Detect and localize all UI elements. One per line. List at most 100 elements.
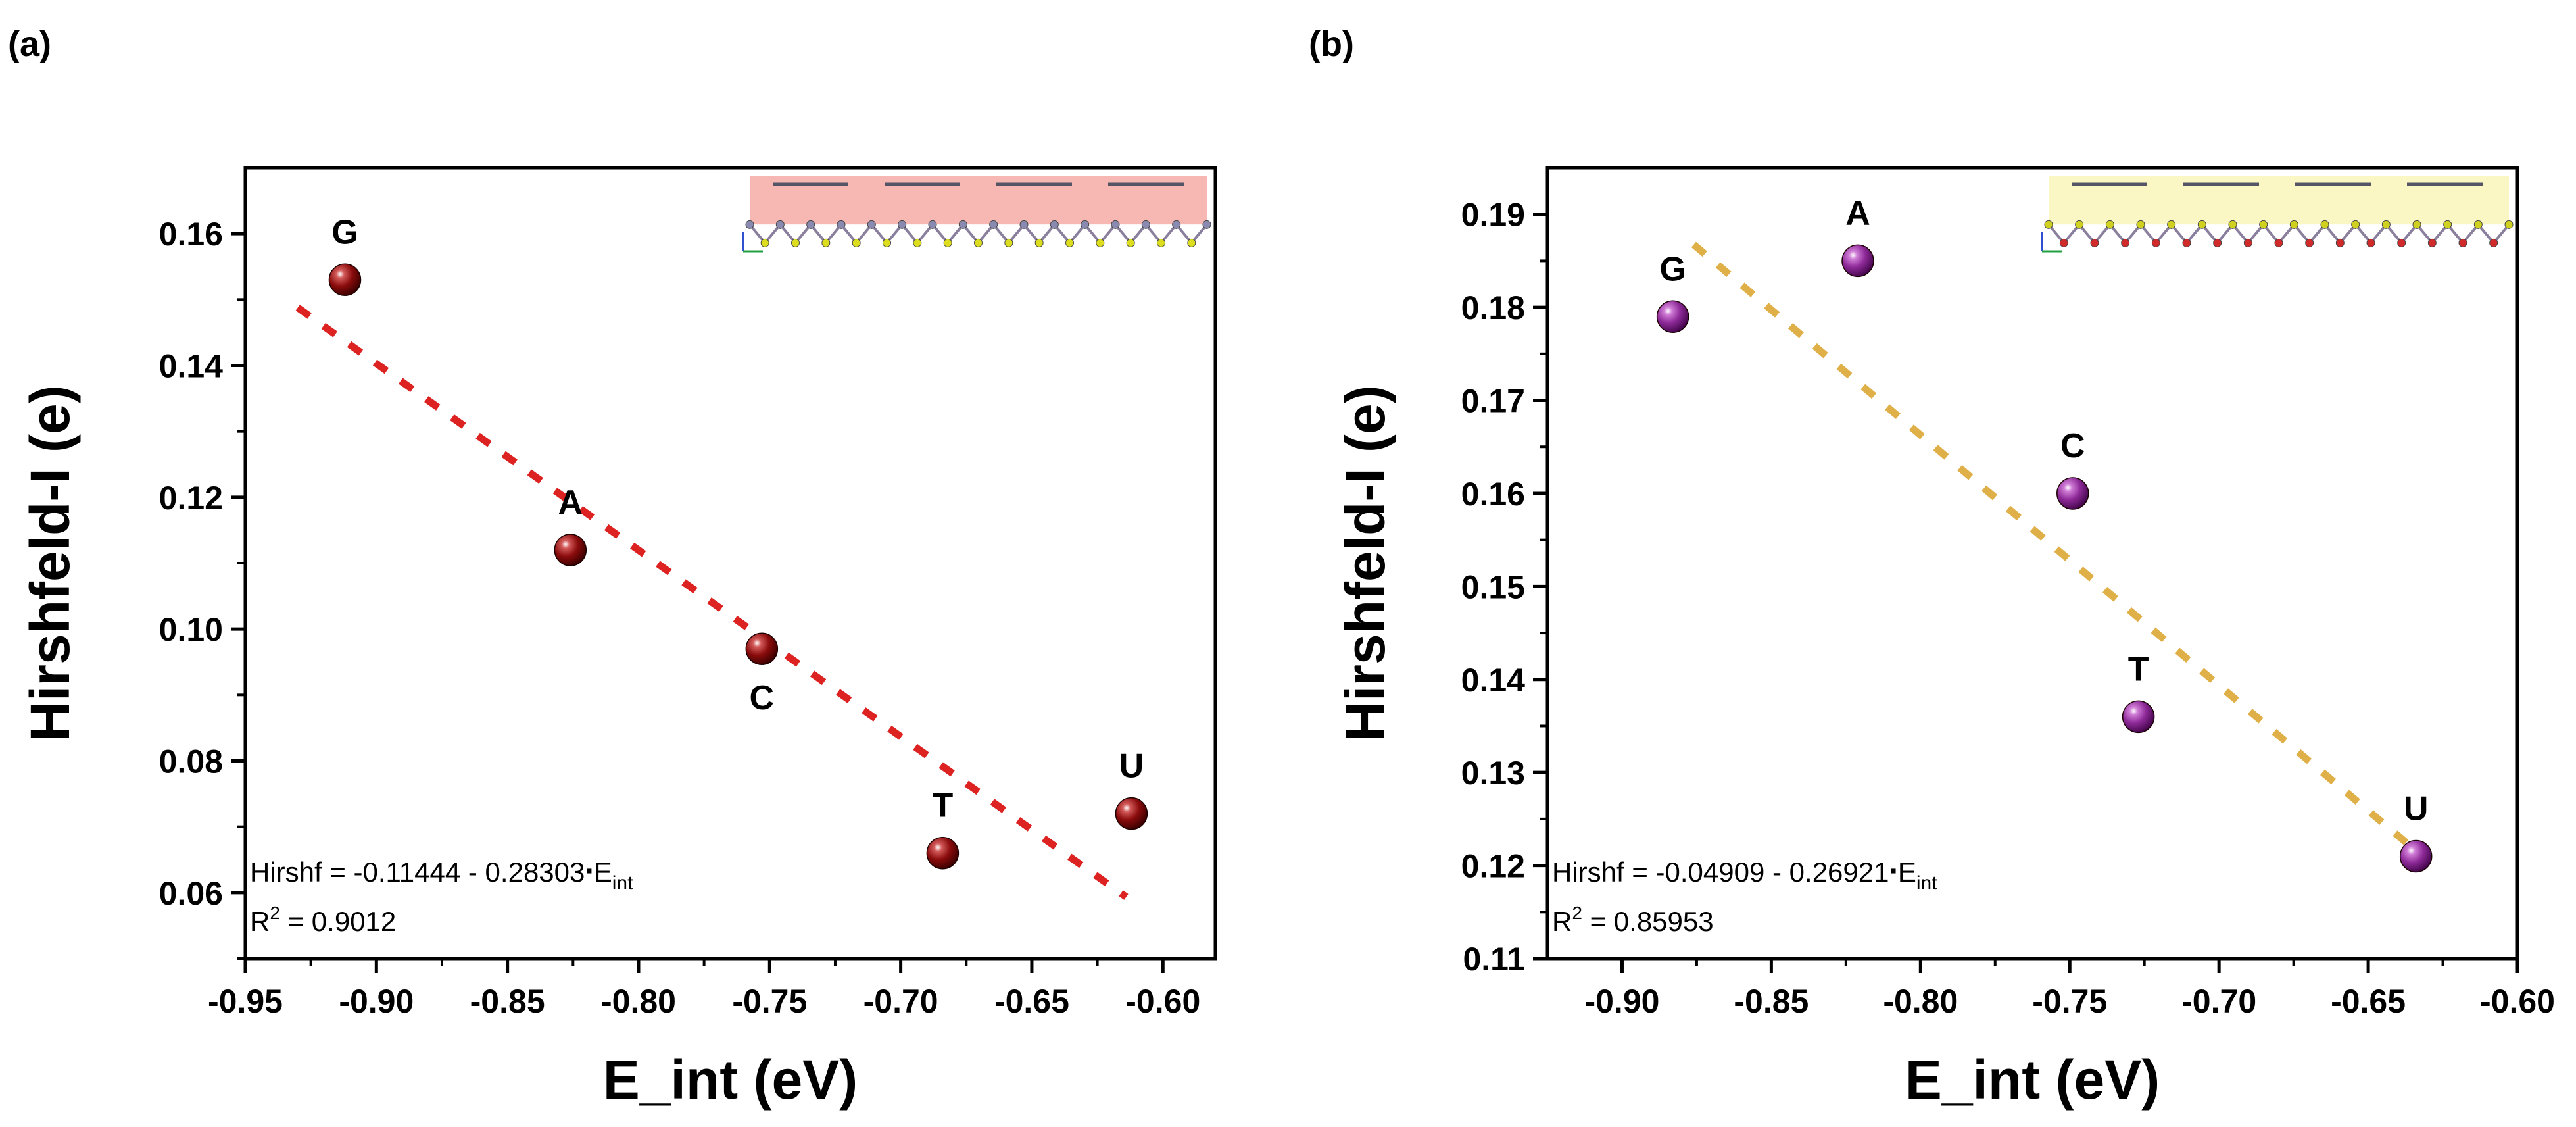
equation-var: E — [1898, 857, 1916, 888]
inset-atom — [2397, 238, 2406, 247]
inset-atom — [745, 220, 754, 229]
inset-atom — [2473, 220, 2483, 229]
y-tick-label: 0.06 — [159, 875, 223, 912]
data-point — [2056, 477, 2089, 510]
x-tick-label: -0.60 — [2480, 983, 2555, 1020]
inset-atom — [2412, 220, 2421, 229]
inset-atom — [2504, 220, 2514, 229]
inset-atom — [1157, 238, 1165, 247]
y-tick-label: 0.16 — [1461, 476, 1525, 513]
fit-equation: Hirshf = -0.04909 - 0.26921∙Eint — [1552, 854, 1937, 894]
inset-atom — [974, 238, 983, 247]
equation-text: Hirshf = -0.04909 - 0.26921 — [1552, 857, 1889, 888]
inset-atom — [837, 220, 846, 229]
y-tick-label: 0.16 — [159, 216, 223, 253]
y-tick-label: 0.10 — [159, 611, 223, 648]
inset-atom — [2182, 238, 2191, 247]
point-label: A — [558, 484, 583, 522]
data-point — [1841, 244, 1874, 278]
inset-atom — [2443, 220, 2452, 229]
inset-atom — [1172, 220, 1181, 229]
x-axis-title: E_int (eV) — [1905, 1049, 2160, 1111]
inset-atom — [2259, 220, 2268, 229]
r-squared: R2 = 0.9012 — [250, 903, 396, 937]
data-point — [745, 632, 779, 665]
y-tick-label: 0.08 — [159, 743, 223, 780]
point-label: U — [1119, 747, 1144, 786]
y-tick-label: 0.14 — [159, 348, 224, 385]
panel-a: (a) -0.95 -0.90 -0.85 -0.80 -0.75 -0.70 -0.65 -0… — [8, 24, 1217, 1111]
point-label: T — [2128, 650, 2149, 688]
inset-atom — [2075, 220, 2084, 229]
data-point — [1656, 300, 1689, 334]
inset-atom — [1081, 220, 1090, 229]
x-tick-label: -0.75 — [2032, 983, 2107, 1020]
inset-atom — [806, 220, 815, 229]
x-tick-label: -0.90 — [1584, 983, 1659, 1020]
inset-atom — [2243, 238, 2252, 247]
inset-atom — [2366, 238, 2375, 247]
y-tick-label: 0.19 — [1461, 197, 1525, 234]
inset-atom — [2274, 238, 2283, 247]
inset-atom — [1141, 220, 1150, 229]
equation-var: E — [594, 857, 612, 888]
y-axis-title: Hirshfeld-I (e) — [1334, 385, 1396, 741]
inset-atom — [1034, 238, 1044, 247]
panel-b: (b) -0.90 -0.85 -0.80 -0.75 -0.70 -0.65 -0.60 0.… — [1309, 24, 2555, 1111]
data-point — [554, 534, 587, 566]
equation-text: Hirshf = -0.11444 - 0.28303 — [250, 857, 585, 888]
inset-atom — [2289, 220, 2298, 229]
inset-atom — [898, 220, 907, 229]
y-tick-label: 0.18 — [1461, 289, 1525, 326]
inset-atom — [1065, 238, 1074, 247]
inset-atom — [2427, 238, 2437, 247]
point-label: U — [2404, 789, 2429, 828]
x-axis-title: E_int (eV) — [603, 1049, 858, 1111]
y-tick-label: 0.12 — [1461, 848, 1525, 885]
inset-atom — [1126, 238, 1135, 247]
inset-atom — [1202, 220, 1211, 229]
inset-atom — [2151, 238, 2160, 247]
inset-atom — [2090, 238, 2099, 247]
inset-atom — [852, 238, 861, 247]
inset-atom — [1187, 238, 1196, 247]
inset-atom — [883, 238, 891, 247]
panel-label: (b) — [1309, 24, 1354, 64]
plot-frame — [1545, 166, 2519, 961]
inset-atom — [775, 220, 785, 229]
data-point — [2122, 700, 2155, 734]
fit-line — [295, 305, 1129, 900]
inset-atom — [2213, 238, 2222, 247]
inset-atom — [791, 238, 800, 247]
fit-equation: Hirshf = -0.11444 - 0.28303∙Eint — [250, 854, 633, 894]
y-tick-label: 0.12 — [159, 480, 223, 516]
inset-atom — [1111, 220, 1120, 229]
r-squared: R2 = 0.85953 — [1552, 903, 1714, 937]
inset-atom — [989, 220, 998, 229]
inset-atom — [2228, 220, 2237, 229]
inset-atom — [1050, 220, 1059, 229]
point-label: G — [1659, 250, 1686, 288]
fit-line — [1691, 241, 2410, 846]
inset-atom — [2136, 220, 2145, 229]
inset-atom — [2044, 220, 2053, 229]
inset-atom — [821, 238, 831, 247]
inset-atom — [2489, 238, 2498, 247]
equation-sub: int — [1916, 872, 1937, 894]
r2-prefix: R — [1552, 906, 1572, 937]
inset-atom — [928, 220, 937, 229]
plot-frame — [243, 166, 1217, 961]
equation-sub: int — [612, 872, 633, 894]
r2-prefix: R — [250, 906, 270, 937]
point-label: T — [933, 787, 954, 825]
r2-value: = 0.9012 — [280, 906, 396, 937]
x-tick-label: -0.65 — [2331, 983, 2406, 1020]
inset-atom — [867, 220, 876, 229]
x-tick-label: -0.70 — [863, 983, 938, 1020]
point-label: C — [2060, 427, 2085, 465]
inset-atom — [2320, 220, 2329, 229]
x-tick-label: -0.85 — [1734, 983, 1809, 1020]
inset-atom — [2351, 220, 2360, 229]
inset-atom — [2105, 220, 2114, 229]
